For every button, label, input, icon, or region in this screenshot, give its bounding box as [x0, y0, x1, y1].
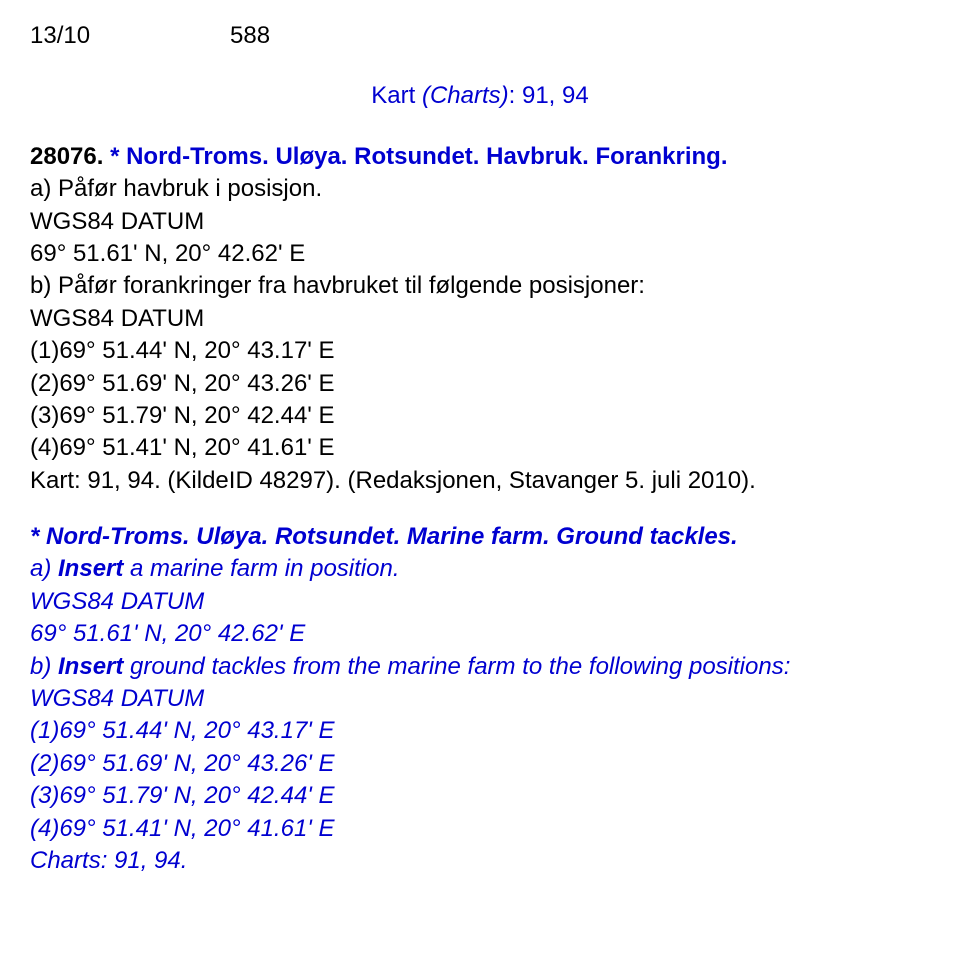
b-instruction: b) Påfør forankringer fra havbruket til …: [30, 270, 930, 302]
english-b-position-1: (1)69° 51.44' N, 20° 43.17' E: [30, 715, 930, 747]
title-colon: :: [509, 82, 522, 109]
datum-label-b: WGS84 DATUM: [30, 303, 930, 335]
english-b-pre: b): [30, 653, 58, 680]
english-a-post: a marine farm in position.: [123, 555, 399, 582]
b-position-1: (1)69° 51.44' N, 20° 43.17' E: [30, 335, 930, 367]
a-position: 69° 51.61' N, 20° 42.62' E: [30, 238, 930, 270]
notice-star: *: [103, 143, 126, 170]
chart-title: Kart (Charts): 91, 94: [30, 80, 930, 112]
english-datum-a: WGS84 DATUM: [30, 586, 930, 618]
b-position-4: (4)69° 51.41' N, 20° 41.61' E: [30, 432, 930, 464]
charts-label: (Charts): [415, 82, 508, 109]
english-name: Nord-Troms. Uløya. Rotsundet. Marine far…: [46, 523, 738, 550]
english-heading: * Nord-Troms. Uløya. Rotsundet. Marine f…: [30, 521, 930, 553]
header-right: 588: [230, 20, 270, 52]
english-datum-b: WGS84 DATUM: [30, 683, 930, 715]
document-page: 13/10 588 Kart (Charts): 91, 94 28076. *…: [0, 0, 960, 897]
kart-source-line: Kart: 91, 94. (KildeID 48297). (Redaksjo…: [30, 465, 930, 497]
english-b-insert: Insert: [58, 653, 123, 680]
english-a-pre: a): [30, 555, 58, 582]
b-position-3: (3)69° 51.79' N, 20° 42.44' E: [30, 400, 930, 432]
english-charts-line: Charts: 91, 94.: [30, 845, 930, 877]
english-b-position-4: (4)69° 51.41' N, 20° 41.61' E: [30, 813, 930, 845]
notice-name: Nord-Troms. Uløya. Rotsundet. Havbruk. F…: [126, 143, 727, 170]
english-b-post: ground tackles from the marine farm to t…: [123, 653, 790, 680]
english-b-line: b) Insert ground tackles from the marine…: [30, 651, 930, 683]
english-b-position-3: (3)69° 51.79' N, 20° 42.44' E: [30, 780, 930, 812]
english-a-insert: Insert: [58, 555, 123, 582]
notice-id: 28076.: [30, 143, 103, 170]
chart-values: 91, 94: [522, 82, 589, 109]
english-b-position-2: (2)69° 51.69' N, 20° 43.26' E: [30, 748, 930, 780]
header-left: 13/10: [30, 20, 230, 52]
english-star: *: [30, 523, 46, 550]
english-a-line: a) Insert a marine farm in position.: [30, 553, 930, 585]
english-a-position: 69° 51.61' N, 20° 42.62' E: [30, 618, 930, 650]
kart-label: Kart: [371, 82, 415, 109]
notice-heading: 28076. * Nord-Troms. Uløya. Rotsundet. H…: [30, 141, 930, 173]
b-position-2: (2)69° 51.69' N, 20° 43.26' E: [30, 368, 930, 400]
a-instruction: a) Påfør havbruk i posisjon.: [30, 173, 930, 205]
english-block: * Nord-Troms. Uløya. Rotsundet. Marine f…: [30, 521, 930, 877]
page-header: 13/10 588: [30, 20, 930, 52]
datum-label: WGS84 DATUM: [30, 206, 930, 238]
